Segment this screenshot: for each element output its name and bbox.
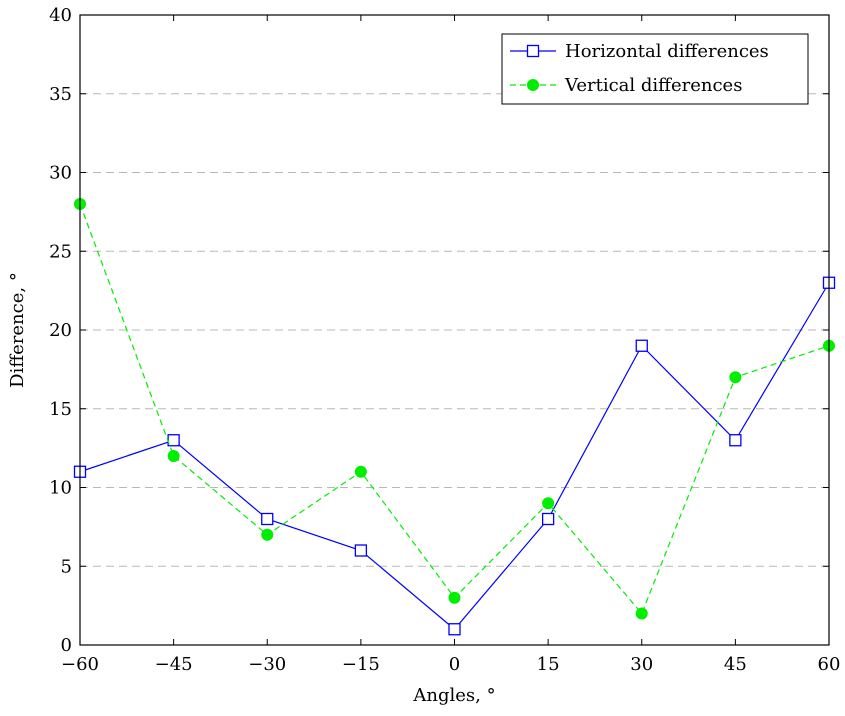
data-point (354, 544, 368, 557)
x-tick-label: −30 (248, 654, 286, 675)
y-tick-label: 35 (49, 84, 72, 105)
legend-box (501, 33, 809, 105)
data-point (729, 371, 742, 384)
series-line (79, 282, 830, 631)
tick-labels: 0 5 10 15 20 25 30 35 40 −60 −45 −30 −15 0 15 30 45 60 (49, 5, 840, 675)
series-line (79, 203, 830, 615)
legend-marker (526, 44, 540, 58)
legend-entry: Vertical differences (510, 75, 742, 96)
x-tick-label: 60 (818, 654, 841, 675)
x-tick-label: 0 (449, 654, 460, 675)
y-tick-label: 40 (49, 5, 72, 26)
y-tick-label: 25 (49, 241, 72, 262)
y-tick-label: 20 (49, 320, 72, 341)
data-point (729, 434, 742, 447)
data-series (73, 198, 836, 636)
legend-label: Horizontal differences (565, 41, 769, 62)
x-tick-label: −15 (342, 654, 380, 675)
y-axis-title: Difference, ° (7, 272, 28, 388)
data-point (448, 623, 461, 636)
data-point (541, 512, 555, 526)
legend-label: Vertical differences (564, 75, 742, 96)
series-1 (73, 276, 836, 636)
x-tick-label: −45 (155, 654, 193, 675)
plot-frame (79, 14, 830, 646)
data-point (167, 434, 180, 447)
legend: Horizontal differences Vertical differenc… (501, 33, 809, 105)
grid-lines (80, 93, 829, 567)
x-tick-label: 45 (724, 654, 747, 675)
data-point (448, 591, 461, 604)
y-tick-label: 10 (49, 478, 72, 499)
data-point (167, 450, 180, 462)
data-point (635, 607, 648, 620)
y-tick-label: 30 (49, 163, 72, 184)
data-point (354, 465, 367, 478)
legend-marker (527, 79, 539, 91)
x-tick-label: −60 (61, 654, 99, 675)
data-point (261, 528, 274, 541)
y-tick-label: 5 (61, 556, 72, 577)
data-point (542, 497, 555, 510)
legend-entry: Horizontal differences (510, 41, 769, 62)
x-tick-label: 15 (537, 654, 560, 675)
x-axis-title: Angles, ° (412, 685, 495, 706)
data-point (261, 512, 274, 526)
y-tick-label: 15 (49, 399, 72, 420)
y-tick-label: 0 (61, 635, 72, 656)
x-tick-label: 30 (630, 654, 653, 675)
data-point (635, 339, 648, 352)
axis-ticks (79, 14, 830, 646)
